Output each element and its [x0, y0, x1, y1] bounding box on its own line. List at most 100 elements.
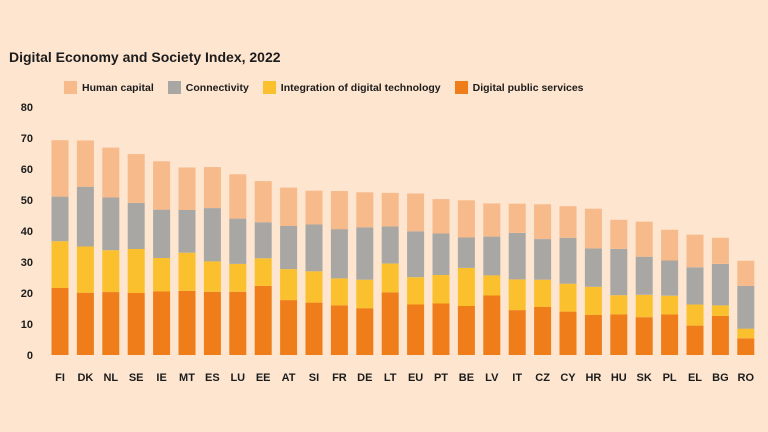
bar-segment — [407, 304, 425, 355]
bar-segment — [534, 279, 552, 307]
bar-stack — [432, 199, 450, 355]
bar-segment — [432, 233, 450, 275]
bar-segment — [508, 203, 526, 233]
bar-segment — [51, 140, 69, 197]
x-tick-label: EE — [256, 372, 271, 384]
bar-segment — [203, 208, 221, 262]
bar-segment — [711, 263, 729, 306]
bar-segment — [432, 275, 450, 304]
bar-segment — [559, 283, 577, 312]
bar-segment — [407, 277, 425, 305]
chart-legend: Human capital Connectivity Integration of … — [64, 81, 598, 94]
bar-segment — [203, 291, 221, 355]
bar-segment — [635, 256, 653, 295]
bar-segment — [280, 226, 298, 270]
bar-segment — [330, 278, 348, 306]
bar-segment — [51, 196, 69, 242]
bar-segment — [610, 249, 628, 296]
x-tick-label: CY — [560, 372, 576, 384]
bar-segment — [610, 295, 628, 315]
bar-segment — [711, 237, 729, 264]
bar-segment — [661, 260, 679, 296]
bar-segment — [407, 231, 425, 278]
bar-segment — [686, 304, 704, 326]
y-tick-label: 60 — [21, 164, 33, 176]
bar-segment — [584, 315, 602, 355]
bar-segment — [508, 310, 526, 355]
bar-segment — [229, 291, 247, 355]
bar-segment — [381, 263, 399, 293]
bar-segment — [76, 140, 94, 187]
bar-segment — [737, 285, 755, 329]
bar-segment — [584, 208, 602, 249]
bar-segment — [381, 292, 399, 355]
bar-stack — [153, 161, 171, 355]
x-tick-label: SI — [309, 372, 319, 384]
bar-segment — [559, 206, 577, 238]
x-tick-label: DK — [77, 372, 93, 384]
bar-segment — [203, 261, 221, 292]
bar-segment — [483, 295, 501, 355]
legend-swatch — [454, 81, 468, 94]
x-tick-label: SK — [637, 372, 652, 384]
bar-segment — [51, 288, 69, 355]
bar-segment — [229, 218, 247, 264]
x-tick-label: IE — [156, 372, 166, 384]
bar-stack — [305, 190, 323, 355]
bar-stack — [203, 167, 221, 355]
y-tick-label: 80 — [21, 102, 33, 114]
bar-segment — [559, 311, 577, 355]
x-tick-label: SE — [129, 372, 144, 384]
bar-segment — [432, 303, 450, 355]
bar-stack — [178, 167, 196, 355]
bar-segment — [254, 181, 272, 223]
bar-segment — [178, 209, 196, 253]
bar-segment — [432, 199, 450, 234]
bar-stack — [330, 191, 348, 355]
bar-stack — [483, 203, 501, 355]
bar-segment — [381, 226, 399, 264]
bar-segment — [737, 338, 755, 355]
bar-stack — [610, 219, 628, 355]
x-tick-label: RO — [738, 372, 755, 384]
bar-segment — [229, 174, 247, 219]
bar-segment — [254, 258, 272, 286]
bar-segment — [305, 190, 323, 225]
bar-segment — [178, 252, 196, 291]
bar-segment — [127, 249, 145, 293]
bar-stack — [356, 192, 374, 355]
bar-segment — [635, 317, 653, 355]
bar-segment — [635, 294, 653, 318]
y-tick-label: 70 — [21, 133, 33, 145]
bar-segment — [127, 293, 145, 355]
bar-segment — [457, 200, 475, 238]
bar-segment — [559, 237, 577, 284]
x-tick-label: CZ — [535, 372, 550, 384]
bar-segment — [76, 292, 94, 355]
legend-swatch — [64, 81, 77, 94]
x-tick-label: DE — [357, 372, 372, 384]
bar-stack — [584, 208, 602, 355]
bar-segment — [711, 305, 729, 316]
x-tick-label: IT — [512, 372, 522, 384]
bar-segment — [661, 229, 679, 261]
bar-segment — [534, 239, 552, 280]
bar-segment — [356, 279, 374, 309]
x-tick-label: HR — [585, 372, 601, 384]
bar-segment — [737, 328, 755, 339]
x-tick-label: PT — [434, 372, 448, 384]
x-tick-label: HU — [611, 372, 627, 384]
bar-segment — [635, 221, 653, 257]
legend-swatch — [167, 81, 181, 94]
bar-stack — [508, 203, 526, 355]
legend-item: Integration of digital technology — [262, 81, 441, 94]
bar-stack — [51, 140, 69, 355]
bar-segment — [534, 306, 552, 355]
legend-label: Digital public services — [472, 81, 584, 94]
bar-stack — [407, 193, 425, 355]
bar-segment — [280, 269, 298, 301]
bar-segment — [534, 204, 552, 239]
bar-segment — [508, 232, 526, 280]
bar-segment — [457, 306, 475, 355]
bar-segment — [127, 154, 145, 203]
